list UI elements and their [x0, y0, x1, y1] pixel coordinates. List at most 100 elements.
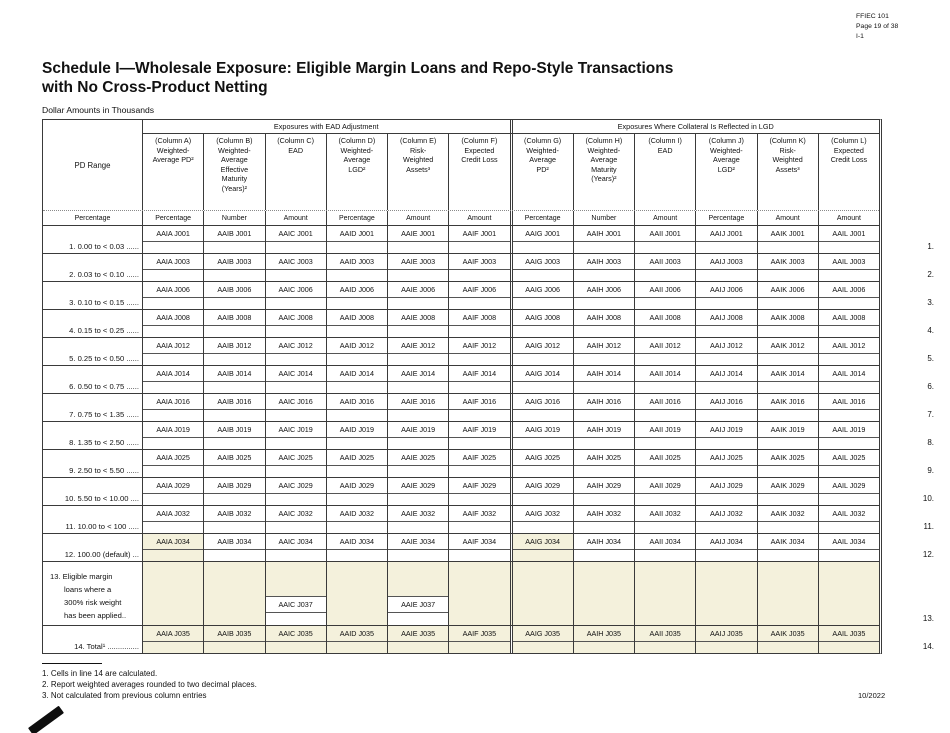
entry-aaii-j034[interactable]	[635, 550, 695, 561]
entry-aaig-j016[interactable]	[513, 410, 573, 421]
entry-aaib-j019[interactable]	[204, 438, 264, 449]
entry-aaia-j008[interactable]	[143, 326, 203, 337]
entry-aaih-j032[interactable]	[574, 522, 634, 533]
entry-aail-j029[interactable]	[819, 494, 879, 505]
entry-aaik-j003[interactable]	[758, 270, 818, 281]
entry-aaia-j001[interactable]	[143, 242, 203, 253]
entry-aaie-j019[interactable]	[388, 438, 448, 449]
entry-aail-j032[interactable]	[819, 522, 879, 533]
entry-aaif-j016[interactable]	[449, 410, 509, 421]
entry-aaid-j019[interactable]	[327, 438, 387, 449]
entry-aaie-j001[interactable]	[388, 242, 448, 253]
entry-aaid-j014[interactable]	[327, 382, 387, 393]
entry-aaic-j034[interactable]	[266, 550, 326, 561]
entry-aaic-j016[interactable]	[266, 410, 326, 421]
entry-aaie-j003[interactable]	[388, 270, 448, 281]
entry-aaif-j019[interactable]	[449, 438, 509, 449]
entry-aaia-j003[interactable]	[143, 270, 203, 281]
entry-aaic-j012[interactable]	[266, 354, 326, 365]
entry-aaie-j034[interactable]	[388, 550, 448, 561]
entry-aaib-j016[interactable]	[204, 410, 264, 421]
entry-aaif-j008[interactable]	[449, 326, 509, 337]
entry-aaie-j032[interactable]	[388, 522, 448, 533]
entry-aaie-j012[interactable]	[388, 354, 448, 365]
entry-aaig-j001[interactable]	[513, 242, 573, 253]
entry-aaig-j032[interactable]	[513, 522, 573, 533]
entry-aaic-j029[interactable]	[266, 494, 326, 505]
entry-aaie-j029[interactable]	[388, 494, 448, 505]
entry-aaij-j032[interactable]	[696, 522, 756, 533]
entry-aaig-j019[interactable]	[513, 438, 573, 449]
entry-aaia-j025[interactable]	[143, 466, 203, 477]
entry-aaig-j014[interactable]	[513, 382, 573, 393]
entry-aaia-j014[interactable]	[143, 382, 203, 393]
entry-aaif-j006[interactable]	[449, 298, 509, 309]
entry-aail-j012[interactable]	[819, 354, 879, 365]
entry-aaic-j003[interactable]	[266, 270, 326, 281]
entry-aaib-j029[interactable]	[204, 494, 264, 505]
entry-aaij-j034[interactable]	[696, 550, 756, 561]
entry-aaid-j025[interactable]	[327, 466, 387, 477]
entry-aaih-j006[interactable]	[574, 298, 634, 309]
entry-aaic-j008[interactable]	[266, 326, 326, 337]
entry-aaif-j003[interactable]	[449, 270, 509, 281]
entry-aaie-j014[interactable]	[388, 382, 448, 393]
entry-aaig-j008[interactable]	[513, 326, 573, 337]
entry-aaih-j025[interactable]	[574, 466, 634, 477]
entry-aaib-j001[interactable]	[204, 242, 264, 253]
entry-aaic-j025[interactable]	[266, 466, 326, 477]
entry-aaij-j014[interactable]	[696, 382, 756, 393]
entry-aail-j016[interactable]	[819, 410, 879, 421]
entry-aaic-j032[interactable]	[266, 522, 326, 533]
entry-aaia-j032[interactable]	[143, 522, 203, 533]
entry-aail-j019[interactable]	[819, 438, 879, 449]
entry-aaid-j006[interactable]	[327, 298, 387, 309]
entry-aaib-j006[interactable]	[204, 298, 264, 309]
entry-aaia-j019[interactable]	[143, 438, 203, 449]
entry-aail-j001[interactable]	[819, 242, 879, 253]
entry-aaif-j025[interactable]	[449, 466, 509, 477]
entry-aaij-j003[interactable]	[696, 270, 756, 281]
entry-aaid-j032[interactable]	[327, 522, 387, 533]
entry-aaif-j032[interactable]	[449, 522, 509, 533]
entry-aail-j025[interactable]	[819, 466, 879, 477]
entry-aaik-j025[interactable]	[758, 466, 818, 477]
entry-aaib-j014[interactable]	[204, 382, 264, 393]
entry-aaib-j012[interactable]	[204, 354, 264, 365]
entry-aaih-j014[interactable]	[574, 382, 634, 393]
entry-aaij-j016[interactable]	[696, 410, 756, 421]
entry-aaik-j034[interactable]	[758, 550, 818, 561]
entry-aaij-j019[interactable]	[696, 438, 756, 449]
entry-aaii-j029[interactable]	[635, 494, 695, 505]
entry-aaii-j008[interactable]	[635, 326, 695, 337]
entry-aaih-j029[interactable]	[574, 494, 634, 505]
entry-aaie-j037[interactable]	[388, 613, 449, 625]
entry-aaik-j012[interactable]	[758, 354, 818, 365]
entry-aaib-j025[interactable]	[204, 466, 264, 477]
entry-aail-j008[interactable]	[819, 326, 879, 337]
entry-aaid-j012[interactable]	[327, 354, 387, 365]
entry-aail-j006[interactable]	[819, 298, 879, 309]
entry-aaib-j034[interactable]	[204, 550, 264, 561]
entry-aaib-j008[interactable]	[204, 326, 264, 337]
entry-aaic-j014[interactable]	[266, 382, 326, 393]
entry-aaic-j019[interactable]	[266, 438, 326, 449]
entry-aaib-j032[interactable]	[204, 522, 264, 533]
entry-aaid-j008[interactable]	[327, 326, 387, 337]
entry-aaii-j016[interactable]	[635, 410, 695, 421]
entry-aaik-j016[interactable]	[758, 410, 818, 421]
entry-aaic-j037[interactable]	[265, 613, 326, 625]
entry-aaij-j025[interactable]	[696, 466, 756, 477]
entry-aaig-j006[interactable]	[513, 298, 573, 309]
entry-aaid-j001[interactable]	[327, 242, 387, 253]
entry-aaik-j014[interactable]	[758, 382, 818, 393]
entry-aaii-j025[interactable]	[635, 466, 695, 477]
entry-aaif-j034[interactable]	[449, 550, 509, 561]
entry-aaii-j019[interactable]	[635, 438, 695, 449]
entry-aaid-j034[interactable]	[327, 550, 387, 561]
entry-aaii-j012[interactable]	[635, 354, 695, 365]
entry-aaib-j003[interactable]	[204, 270, 264, 281]
entry-aaii-j006[interactable]	[635, 298, 695, 309]
entry-aaig-j025[interactable]	[513, 466, 573, 477]
entry-aaif-j001[interactable]	[449, 242, 509, 253]
